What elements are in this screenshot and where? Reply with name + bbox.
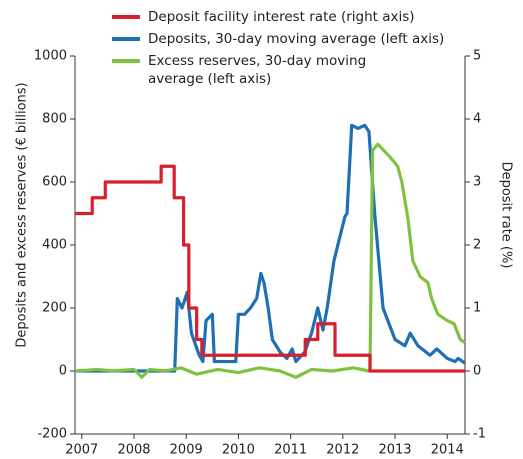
legend-label: Deposit facility interest rate (right ax… <box>148 9 415 25</box>
legend-item: Deposit facility interest rate (right ax… <box>112 8 444 26</box>
y2-tick-label: 5 <box>473 49 481 64</box>
y2-axis-label: Deposit rate (%) <box>499 162 514 269</box>
y-tick-label: 400 <box>42 238 67 253</box>
y-tick-label: 800 <box>42 112 67 127</box>
y2-tick-label: 3 <box>473 175 481 190</box>
legend-label: Excess reserves, 30-day moving average (… <box>148 53 367 87</box>
y-tick-label: 1000 <box>34 49 67 64</box>
series-line <box>75 164 465 373</box>
y2-tick-label: 2 <box>473 238 481 253</box>
y-axis-label: Deposits and excess reserves (€ billions… <box>15 82 30 347</box>
y-tick-label: 200 <box>42 301 67 316</box>
x-tick-label: 2009 <box>170 443 203 458</box>
x-tick-label: 2010 <box>222 443 255 458</box>
series-line <box>75 123 466 373</box>
y-tick-label: 0 <box>59 364 67 379</box>
x-tick-label: 2007 <box>65 443 98 458</box>
legend-item: Deposits, 30-day moving average (left ax… <box>112 30 444 48</box>
y-tick-label: -200 <box>37 427 67 442</box>
legend-label: Deposits, 30-day moving average (left ax… <box>148 31 445 47</box>
y2-tick-label: 0 <box>473 364 481 379</box>
legend: Deposit facility interest rate (right ax… <box>112 8 444 92</box>
x-tick-label: 2011 <box>274 443 307 458</box>
y2-tick-label: -1 <box>473 427 486 442</box>
legend-swatch <box>112 37 140 41</box>
x-tick-label: 2012 <box>326 443 359 458</box>
x-tick-label: 2014 <box>431 443 464 458</box>
y-tick-label: 600 <box>42 175 67 190</box>
y2-tick-label: 4 <box>473 112 481 127</box>
legend-item: Excess reserves, 30-day moving average (… <box>112 52 444 88</box>
series-line <box>74 142 466 379</box>
y2-tick-label: 1 <box>473 301 481 316</box>
legend-swatch <box>112 59 140 63</box>
x-tick-label: 2008 <box>117 443 150 458</box>
legend-swatch <box>112 15 140 19</box>
x-tick-label: 2013 <box>378 443 411 458</box>
